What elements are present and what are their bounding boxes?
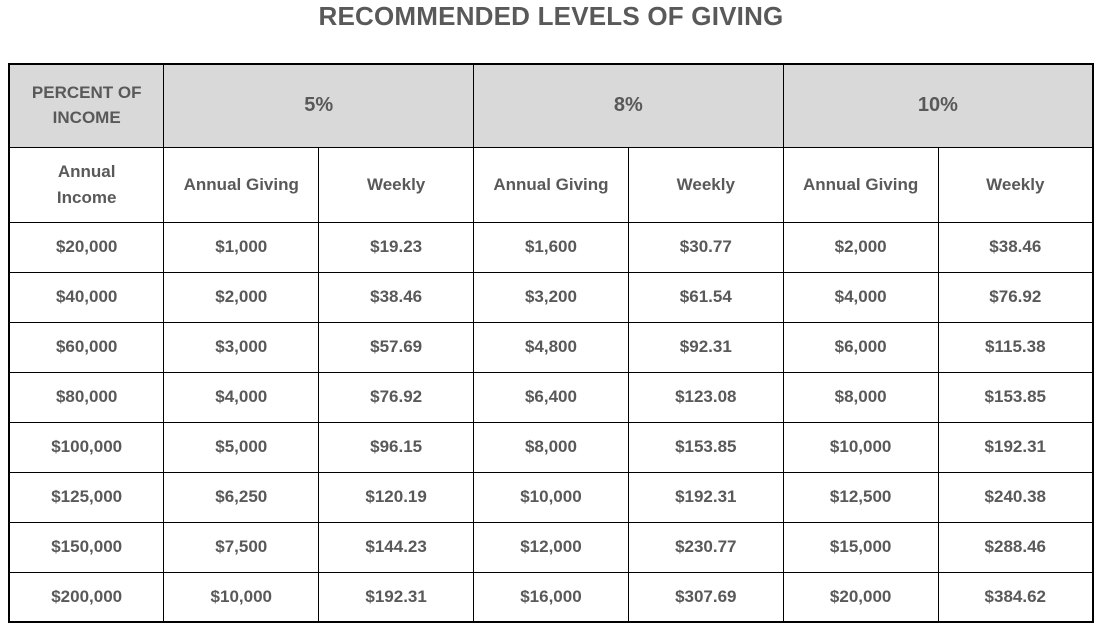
column-header-annual-giving-10pct: Annual Giving bbox=[782, 146, 939, 223]
cell-annual-income: $40,000 bbox=[8, 271, 165, 323]
cell-annual-giving-10pct: $12,500 bbox=[782, 471, 939, 523]
page-title: RECOMMENDED LEVELS OF GIVING bbox=[318, 1, 784, 31]
table-row: $20,000 $1,000 $19.23 $1,600 $30.77 $2,0… bbox=[8, 221, 1094, 273]
table-row: $60,000 $3,000 $57.69 $4,800 $92.31 $6,0… bbox=[8, 321, 1094, 373]
cell-annual-giving-8pct: $6,400 bbox=[473, 371, 629, 423]
cell-weekly-8pct: $230.77 bbox=[627, 521, 784, 573]
cell-weekly-5pct: $38.46 bbox=[318, 271, 475, 323]
cell-annual-giving-8pct: $3,200 bbox=[473, 271, 629, 323]
cell-annual-income: $150,000 bbox=[8, 521, 165, 573]
table-row: $150,000 $7,500 $144.23 $12,000 $230.77 … bbox=[8, 521, 1094, 573]
cell-weekly-8pct: $30.77 bbox=[627, 221, 784, 273]
cell-weekly-10pct: $153.85 bbox=[937, 371, 1094, 423]
cell-annual-giving-10pct: $4,000 bbox=[782, 271, 939, 323]
cell-weekly-10pct: $240.38 bbox=[937, 471, 1094, 523]
cell-weekly-8pct: $92.31 bbox=[627, 321, 784, 373]
column-header-weekly-10pct: Weekly bbox=[937, 146, 1094, 223]
cell-annual-income: $20,000 bbox=[8, 221, 165, 273]
cell-annual-income: $125,000 bbox=[8, 471, 165, 523]
cell-annual-giving-5pct: $5,000 bbox=[163, 421, 320, 473]
cell-weekly-5pct: $76.92 bbox=[318, 371, 475, 423]
cell-weekly-5pct: $96.15 bbox=[318, 421, 475, 473]
cell-annual-giving-5pct: $10,000 bbox=[163, 571, 320, 623]
cell-annual-giving-10pct: $6,000 bbox=[782, 321, 939, 373]
cell-annual-giving-8pct: $8,000 bbox=[473, 421, 629, 473]
cell-weekly-8pct: $61.54 bbox=[627, 271, 784, 323]
cell-annual-giving-5pct: $2,000 bbox=[163, 271, 320, 323]
table-body: $20,000 $1,000 $19.23 $1,600 $30.77 $2,0… bbox=[8, 221, 1094, 623]
cell-weekly-8pct: $192.31 bbox=[627, 471, 784, 523]
cell-annual-giving-8pct: $16,000 bbox=[473, 571, 629, 623]
column-header-annual-income: Annual Income bbox=[8, 146, 165, 223]
cell-annual-giving-10pct: $10,000 bbox=[782, 421, 939, 473]
cell-weekly-8pct: $123.08 bbox=[627, 371, 784, 423]
cell-annual-giving-8pct: $10,000 bbox=[473, 471, 629, 523]
column-header-weekly-8pct: Weekly bbox=[627, 146, 784, 223]
cell-annual-giving-10pct: $20,000 bbox=[782, 571, 939, 623]
cell-weekly-10pct: $192.31 bbox=[937, 421, 1094, 473]
cell-annual-giving-5pct: $7,500 bbox=[163, 521, 320, 573]
group-header-5pct: 5% bbox=[163, 63, 475, 148]
table-row: $100,000 $5,000 $96.15 $8,000 $153.85 $1… bbox=[8, 421, 1094, 473]
cell-weekly-5pct: $192.31 bbox=[318, 571, 475, 623]
cell-annual-giving-10pct: $15,000 bbox=[782, 521, 939, 573]
cell-weekly-10pct: $384.62 bbox=[937, 571, 1094, 623]
table-row: $125,000 $6,250 $120.19 $10,000 $192.31 … bbox=[8, 471, 1094, 523]
cell-annual-income: $80,000 bbox=[8, 371, 165, 423]
column-header-weekly-5pct: Weekly bbox=[318, 146, 475, 223]
cell-annual-giving-8pct: $4,800 bbox=[473, 321, 629, 373]
group-header-8pct: 8% bbox=[473, 63, 784, 148]
cell-weekly-5pct: $19.23 bbox=[318, 221, 475, 273]
cell-annual-giving-5pct: $1,000 bbox=[163, 221, 320, 273]
table-row: $40,000 $2,000 $38.46 $3,200 $61.54 $4,0… bbox=[8, 271, 1094, 323]
group-header-10pct: 10% bbox=[782, 63, 1094, 148]
table-row: $200,000 $10,000 $192.31 $16,000 $307.69… bbox=[8, 571, 1094, 623]
cell-annual-income: $200,000 bbox=[8, 571, 165, 623]
cell-weekly-5pct: $120.19 bbox=[318, 471, 475, 523]
cell-weekly-10pct: $38.46 bbox=[937, 221, 1094, 273]
cell-weekly-10pct: $288.46 bbox=[937, 521, 1094, 573]
cell-annual-giving-8pct: $1,600 bbox=[473, 221, 629, 273]
cell-weekly-5pct: $144.23 bbox=[318, 521, 475, 573]
giving-table: PERCENT OF INCOME 5% 8% 10% Annual Incom… bbox=[8, 63, 1094, 623]
cell-weekly-8pct: $153.85 bbox=[627, 421, 784, 473]
cell-annual-giving-10pct: $8,000 bbox=[782, 371, 939, 423]
cell-annual-giving-10pct: $2,000 bbox=[782, 221, 939, 273]
sub-header-row: Annual Income Annual Giving Weekly Annua… bbox=[8, 146, 1094, 223]
cell-annual-giving-5pct: $4,000 bbox=[163, 371, 320, 423]
cell-annual-giving-5pct: $6,250 bbox=[163, 471, 320, 523]
cell-weekly-8pct: $307.69 bbox=[627, 571, 784, 623]
column-header-annual-giving-8pct: Annual Giving bbox=[473, 146, 629, 223]
cell-weekly-10pct: $115.38 bbox=[937, 321, 1094, 373]
group-header-row: PERCENT OF INCOME 5% 8% 10% bbox=[8, 63, 1094, 148]
cell-weekly-10pct: $76.92 bbox=[937, 271, 1094, 323]
cell-weekly-5pct: $57.69 bbox=[318, 321, 475, 373]
column-header-annual-giving-5pct: Annual Giving bbox=[163, 146, 320, 223]
cell-annual-income: $100,000 bbox=[8, 421, 165, 473]
cell-annual-income: $60,000 bbox=[8, 321, 165, 373]
corner-header-percent-of-income: PERCENT OF INCOME bbox=[8, 63, 165, 148]
cell-annual-giving-5pct: $3,000 bbox=[163, 321, 320, 373]
table-row: $80,000 $4,000 $76.92 $6,400 $123.08 $8,… bbox=[8, 371, 1094, 423]
cell-annual-giving-8pct: $12,000 bbox=[473, 521, 629, 573]
